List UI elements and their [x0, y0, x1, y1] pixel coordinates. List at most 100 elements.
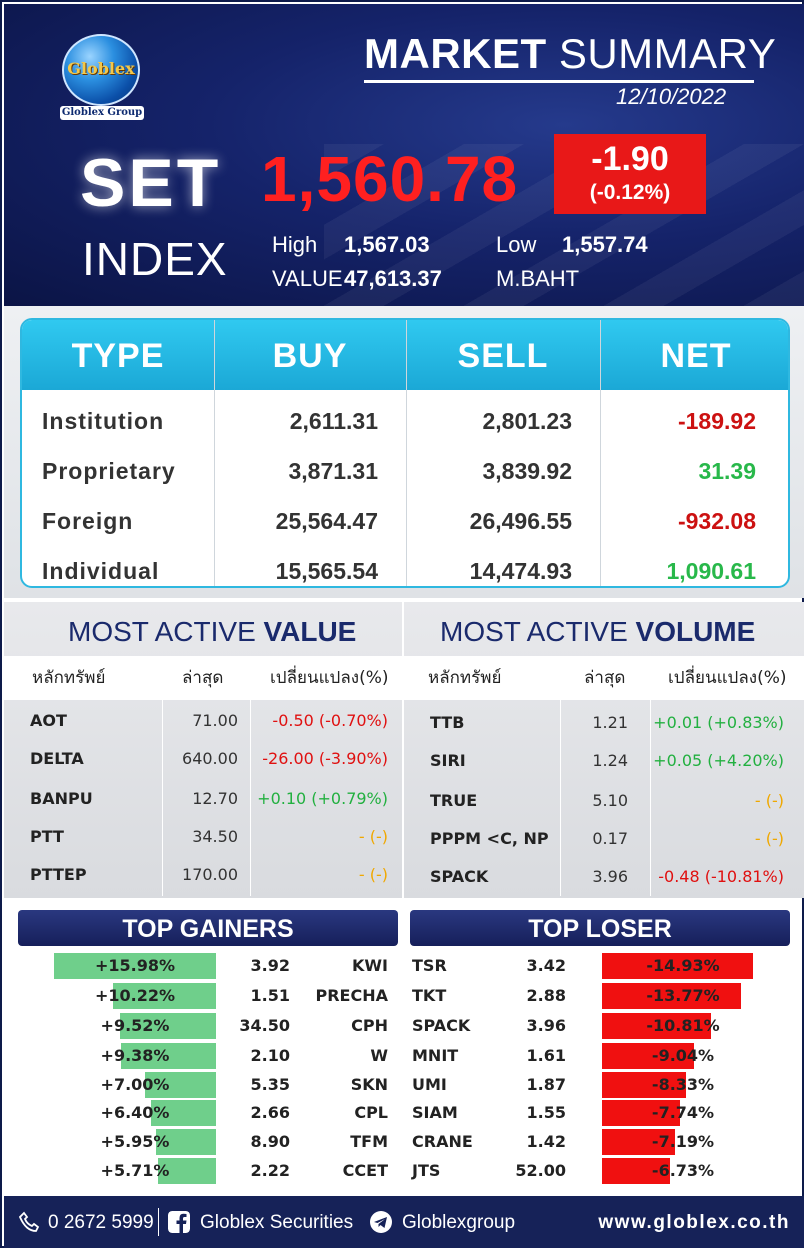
top-losers-title: TOP LOSER — [410, 910, 790, 946]
list-item: MNIT 1.61 -9.04% — [410, 1043, 790, 1069]
price-change: - (-) — [754, 829, 784, 848]
title-bold: MARKET — [364, 30, 547, 77]
loss-price: 1.87 — [526, 1075, 566, 1094]
loss-bar — [602, 1129, 675, 1155]
loss-symbol: MNIT — [412, 1046, 459, 1065]
most-active-volume-header: หลักทรัพย์ ล่าสุด เปลี่ยนแปลง(%) — [404, 656, 804, 700]
loss-price: 1.55 — [526, 1103, 566, 1122]
value-unit: M.BAHT — [496, 266, 580, 291]
sell-value: 14,474.93 — [469, 558, 572, 584]
stock-symbol: PTTEP — [30, 865, 87, 884]
gain-price: 3.92 — [250, 956, 290, 975]
loss-symbol: UMI — [412, 1075, 447, 1094]
gain-bar — [151, 1100, 216, 1126]
last-price: 170.00 — [182, 865, 238, 884]
loss-bar — [602, 983, 741, 1009]
gain-pct: +5.71% — [100, 1161, 170, 1180]
title-light: SUMMARY — [558, 30, 777, 77]
investor-type: Institution — [42, 408, 165, 434]
footer: 0 2672 5999 Globlex Securities Globlexgr… — [4, 1196, 804, 1248]
stock-symbol: PTT — [30, 827, 64, 846]
sell-value: 3,839.92 — [482, 458, 572, 484]
stock-symbol: AOT — [30, 711, 67, 730]
loss-symbol: TKT — [412, 986, 447, 1005]
list-item: +9.52% 34.50 CPH — [18, 1013, 398, 1039]
investor-type: Proprietary — [42, 458, 176, 484]
col-symbol: หลักทรัพย์ — [32, 668, 106, 688]
facebook-name[interactable]: Globlex Securities — [200, 1212, 354, 1233]
col-symbol: หลักทรัพย์ — [428, 668, 502, 688]
set-label: SET — [80, 145, 222, 221]
globlex-logo: Globlex Globlex Group — [58, 32, 144, 120]
index-change: -1.90 — [591, 140, 669, 178]
value-value: 47,613.37 — [344, 266, 442, 291]
stock-symbol: DELTA — [30, 749, 84, 768]
gain-bar — [121, 1043, 216, 1069]
col-last: ล่าสุด — [182, 668, 224, 688]
price-change: +0.10 (+0.79%) — [257, 789, 388, 808]
gain-pct: +9.38% — [100, 1046, 170, 1065]
buy-value: 25,564.47 — [275, 508, 378, 534]
price-change: +0.05 (+4.20%) — [653, 751, 784, 770]
list-item: +15.98% 3.92 KWI — [18, 953, 398, 979]
list-item: SPACK 3.96 -0.48 (-10.81%) — [404, 858, 802, 896]
stock-symbol: SPACK — [430, 867, 489, 886]
loss-pct: -14.93% — [646, 956, 720, 975]
most-active-value-title: MOST ACTIVE VALUE — [68, 616, 356, 648]
gain-bar — [113, 983, 216, 1009]
logo-subtext: Globlex Group — [60, 106, 144, 120]
title-light: MOST ACTIVE — [68, 616, 256, 647]
stock-symbol: TTB — [430, 713, 465, 732]
gain-symbol: CPH — [351, 1016, 388, 1035]
footer-divider — [158, 1208, 159, 1236]
column-divider — [250, 656, 251, 896]
facebook-icon — [168, 1211, 190, 1233]
loss-price: 1.61 — [526, 1046, 566, 1065]
most-active-volume-title: MOST ACTIVE VOLUME — [440, 616, 755, 648]
stock-symbol: PPPM <C, NP — [430, 829, 549, 848]
sell-value: 26,496.55 — [469, 508, 572, 534]
list-item: BANPU 12.70 +0.10 (+0.79%) — [4, 780, 402, 818]
list-item: TKT 2.88 -13.77% — [410, 983, 790, 1009]
gain-pct: +10.22% — [94, 986, 176, 1005]
table-row: Proprietary 3,871.31 3,839.92 31.39 — [22, 446, 788, 496]
gain-price: 1.51 — [250, 986, 290, 1005]
stock-symbol: TRUE — [430, 791, 478, 810]
gain-symbol: KWI — [352, 956, 388, 975]
last-price: 5.10 — [592, 791, 628, 810]
gain-price: 5.35 — [250, 1075, 290, 1094]
list-item: UMI 1.87 -8.33% — [410, 1072, 790, 1098]
gain-price: 2.22 — [250, 1161, 290, 1180]
loss-pct: -10.81% — [646, 1016, 720, 1035]
last-price: 640.00 — [182, 749, 238, 768]
gain-bar — [158, 1158, 216, 1184]
investor-type: Individual — [42, 558, 160, 584]
last-price: 3.96 — [592, 867, 628, 886]
table-row: Institution 2,611.31 2,801.23 -189.92 — [22, 396, 788, 446]
loss-bar — [602, 1072, 686, 1098]
loss-pct: -8.33% — [651, 1075, 715, 1094]
list-item: +6.40% 2.66 CPL — [18, 1100, 398, 1126]
list-item: TTB 1.21 +0.01 (+0.83%) — [404, 704, 802, 742]
header-net: NET — [660, 337, 732, 375]
gain-symbol: PRECHA — [315, 986, 389, 1005]
gain-pct: +15.98% — [94, 956, 176, 975]
column-divider — [162, 656, 163, 896]
investor-type-table: TYPE BUY SELL NET Institution 2,611.31 2,8… — [20, 318, 790, 588]
col-change: เปลี่ยนแปลง(%) — [668, 668, 787, 688]
last-price: 0.17 — [592, 829, 628, 848]
telegram-name[interactable]: Globlexgroup — [402, 1212, 516, 1233]
gain-price: 34.50 — [239, 1016, 290, 1035]
price-change: -26.00 (-3.90%) — [262, 749, 388, 768]
phone-icon — [18, 1211, 40, 1232]
table-header: TYPE BUY SELL NET — [22, 320, 788, 390]
phone-number[interactable]: 0 2672 5999 — [48, 1212, 154, 1233]
website-link[interactable]: www.globlex.co.th — [598, 1212, 790, 1233]
top-gainers-title: TOP GAINERS — [18, 910, 398, 946]
list-item: AOT 71.00 -0.50 (-0.70%) — [4, 702, 402, 740]
low-label: Low — [496, 232, 537, 257]
sell-value: 2,801.23 — [482, 408, 572, 434]
gain-pct: +7.00% — [100, 1075, 170, 1094]
gain-bar — [120, 1013, 216, 1039]
